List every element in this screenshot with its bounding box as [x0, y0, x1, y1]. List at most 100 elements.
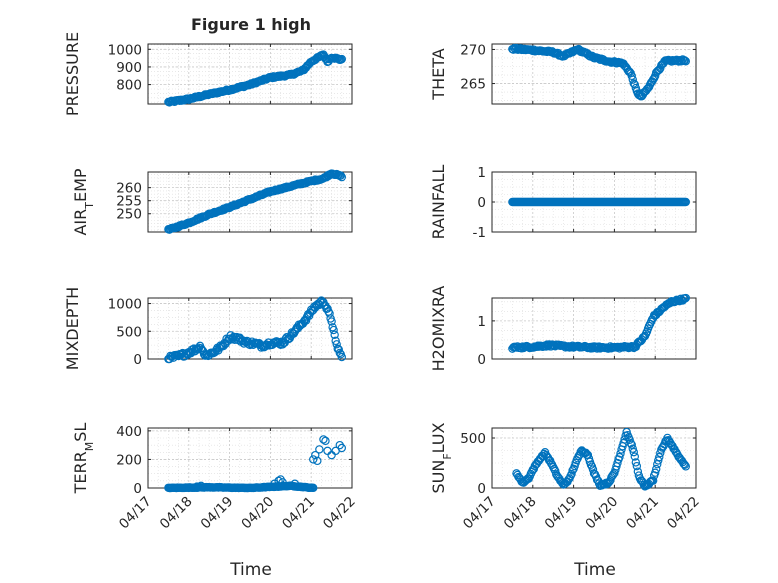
y-tick-label: 270: [460, 42, 486, 58]
data-point: [588, 465, 598, 474]
y-tick-label: 500: [116, 324, 142, 340]
data-point: [680, 460, 689, 470]
data-point: [629, 447, 638, 457]
data-point: [294, 482, 304, 491]
x-axis-label-left: Time: [229, 560, 272, 580]
x-tick-label: 04/18: [501, 494, 540, 533]
data-point: [278, 478, 287, 487]
data-point: [325, 309, 334, 318]
data-point: [331, 336, 340, 346]
data-point: [335, 348, 344, 358]
data-point: [654, 456, 663, 465]
data-point: [321, 436, 330, 446]
y-tick-label: 0: [133, 352, 142, 368]
y-tick-label: 400: [116, 424, 142, 440]
y-axis-label: RAINFALL: [429, 165, 448, 240]
y-tick-label: 1000: [108, 42, 142, 58]
axes-box: [147, 297, 353, 360]
data-point: [319, 435, 328, 444]
data-point: [632, 461, 642, 471]
data-point: [651, 468, 660, 477]
subplot-sun: 0 500 04/17 04/18 04/19 04/20 04/21 04/22 SUNFLU…: [429, 422, 703, 532]
data-point: [196, 481, 206, 491]
data-point: [613, 458, 622, 468]
data-point: [337, 172, 346, 182]
y-tick-label: 1: [477, 314, 486, 330]
subplot-rainfall: -1 0 1 RAINFALL: [429, 165, 697, 241]
data-point: [625, 67, 634, 77]
y-tick-label: 265: [460, 77, 486, 93]
subplot-terr: 0 200 400 04/17 04/18 04/19 04/20 04/21 04/22 TER…: [71, 423, 359, 533]
y-tick-label: 260: [116, 181, 142, 197]
data-point: [192, 482, 202, 491]
data-point: [627, 71, 636, 81]
x-tick-label: 04/17: [460, 494, 499, 533]
y-tick-label: 0: [477, 481, 486, 497]
y-axis-label: THETA: [429, 48, 448, 100]
data-point: [337, 54, 346, 64]
data-point: [334, 345, 343, 354]
x-tick-label: 04/21: [623, 494, 662, 533]
x-tick-label: 04/20: [238, 494, 277, 533]
y-tick-label: 255: [116, 194, 142, 210]
data-point: [628, 444, 637, 453]
axes-box: [491, 297, 697, 360]
y-axis-label: H2OMIXRA: [429, 286, 448, 372]
data-point: [681, 293, 691, 303]
x-tick-label: 04/19: [542, 494, 581, 533]
x-tick-label: 04/18: [157, 494, 196, 533]
y-tick-label: 900: [116, 60, 142, 76]
y-axis-label: PRESSURE: [63, 32, 82, 116]
data-point: [329, 325, 338, 335]
data-point: [309, 455, 318, 464]
x-tick-label: 04/22: [320, 494, 359, 533]
data-point: [337, 443, 346, 453]
x-tick-label: 04/19: [198, 494, 237, 533]
subplot-theta: 265 270 THETA: [429, 42, 697, 105]
y-axis-label: TERRMSL: [71, 423, 96, 495]
data-point: [627, 341, 636, 351]
data-point: [676, 294, 685, 304]
data-point: [630, 452, 640, 461]
axes-box: [491, 427, 697, 489]
x-tick-label: 04/17: [116, 494, 155, 533]
data-point: [616, 449, 625, 458]
figure-title: Figure 1 high: [191, 15, 311, 34]
y-tick-label: -1: [473, 225, 486, 241]
y-axis-label: SUNFLUX: [429, 422, 454, 493]
x-tick-label: 04/22: [664, 494, 703, 533]
data-point: [315, 445, 324, 454]
axes-box: [147, 171, 353, 233]
data-point: [625, 435, 634, 444]
y-tick-label: 250: [116, 207, 142, 223]
data-point: [627, 440, 636, 449]
data-point: [337, 352, 346, 362]
y-tick-label: 0: [477, 352, 486, 368]
data-point: [311, 450, 320, 460]
data-point: [681, 57, 691, 66]
data-point: [568, 466, 577, 475]
data-point: [332, 340, 341, 349]
y-tick-label: 0: [477, 195, 486, 211]
data-point: [274, 476, 283, 486]
data-point: [631, 458, 641, 467]
data-point: [652, 464, 661, 474]
y-tick-label: 200: [116, 452, 142, 468]
y-axis-label: MIXDEPTH: [63, 287, 82, 370]
data-point: [327, 317, 336, 326]
x-tick-label: 04/21: [279, 494, 318, 533]
data-point: [275, 339, 284, 349]
data-point: [681, 462, 691, 471]
y-tick-label: 1000: [108, 297, 142, 313]
axes-box: [147, 43, 353, 105]
data-point: [626, 439, 635, 448]
data-point: [629, 79, 638, 88]
y-tick-label: 800: [116, 78, 142, 94]
subplot-mixdepth: 0 500 1000 MIXDEPTH: [63, 287, 353, 370]
data-point: [313, 456, 322, 466]
data-point: [551, 466, 560, 476]
data-point: [656, 448, 665, 458]
